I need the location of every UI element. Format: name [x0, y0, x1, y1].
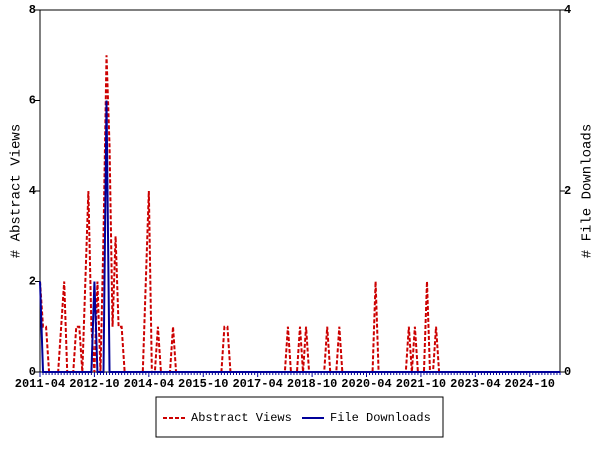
y2-tick-label: 4 — [564, 3, 571, 17]
y-tick-label: 8 — [29, 3, 36, 17]
x-tick-label: 2011-04 — [15, 377, 65, 391]
x-tick-label: 2017-04 — [232, 377, 282, 391]
x-tick-label: 2021-10 — [396, 377, 446, 391]
x-tick-label: 2020-04 — [341, 377, 391, 391]
y2-tick-label: 0 — [564, 365, 571, 379]
x-tick-label: 2018-10 — [287, 377, 337, 391]
legend-box — [155, 396, 444, 438]
y-tick-label: 2 — [29, 275, 36, 289]
legend-label: File Downloads — [330, 411, 431, 425]
legend: Abstract Views File Downloads — [155, 396, 444, 438]
series-line — [39, 55, 560, 373]
y-tick-label: 0 — [29, 365, 36, 379]
x-tick-label: 2014-04 — [124, 377, 174, 391]
x-tick-label: 2024-10 — [505, 377, 555, 391]
x-tick-label: 2015-10 — [178, 377, 228, 391]
y-tick-label: 4 — [29, 184, 36, 198]
y-tick-label: 6 — [29, 94, 36, 108]
y2-tick-label: 2 — [564, 184, 571, 198]
x-tick-label: 2023-04 — [450, 377, 500, 391]
x-tick-label: 2012-10 — [69, 377, 119, 391]
y-axis-label: # Abstract Views — [9, 124, 25, 258]
y2-axis-label: # File Downloads — [580, 124, 596, 258]
series-line — [39, 100, 560, 373]
legend-label: Abstract Views — [191, 411, 292, 425]
